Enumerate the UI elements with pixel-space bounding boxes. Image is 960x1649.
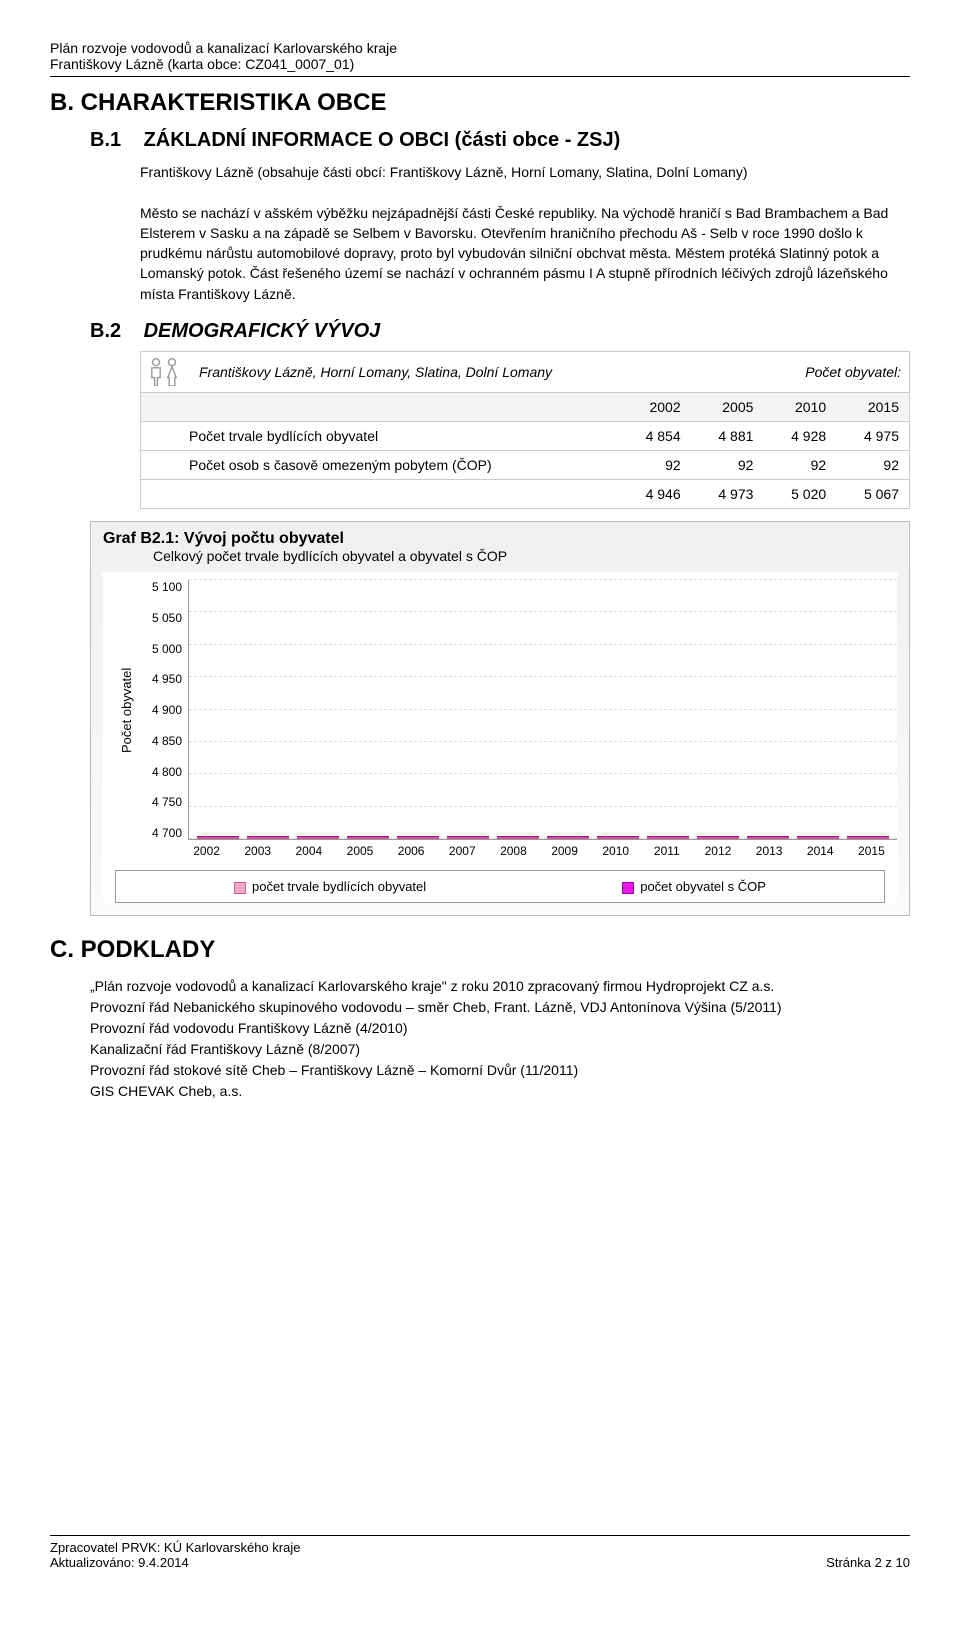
page-footer: Zpracovatel PRVK: KÚ Karlovarského kraje… bbox=[50, 1535, 910, 1570]
chart-title: Graf B2.1: Vývoj počtu obyvatel bbox=[103, 530, 897, 548]
b1-body-text: Františkovy Lázně (obsahuje části obcí: … bbox=[140, 162, 910, 304]
section-b2-heading: B.2 DEMOGRAFICKÝ VÝVOJ bbox=[90, 320, 910, 343]
chart-plot-area bbox=[188, 580, 897, 840]
section-c-title: C. PODKLADY bbox=[50, 936, 910, 964]
chart-legend: počet trvale bydlících obyvatel počet ob… bbox=[115, 870, 885, 903]
chart-y-label: Počet obyvatel bbox=[115, 580, 138, 840]
chart-bar bbox=[397, 836, 439, 839]
chart-bar bbox=[347, 836, 389, 839]
chart-bar bbox=[647, 836, 689, 839]
chart-container: Graf B2.1: Vývoj počtu obyvatel Celkový … bbox=[90, 521, 910, 916]
chart-subtitle: Celkový počet trvale bydlících obyvatel … bbox=[153, 548, 897, 564]
b1-number: B.1 bbox=[90, 129, 138, 152]
b2-number: B.2 bbox=[90, 320, 138, 343]
legend-swatch-1 bbox=[234, 882, 246, 894]
chart-bar bbox=[497, 836, 539, 839]
demographic-table-block: Františkovy Lázně, Horní Lomany, Slatina… bbox=[140, 351, 910, 509]
header-line2: Františkovy Lázně (karta obce: CZ041_000… bbox=[50, 56, 910, 72]
chart-bar bbox=[247, 836, 289, 839]
chart-bar bbox=[797, 836, 839, 839]
chart-bar bbox=[597, 836, 639, 839]
chart-bar bbox=[747, 836, 789, 839]
section-b1-heading: B.1 ZÁKLADNÍ INFORMACE O OBCI (části obc… bbox=[90, 129, 910, 152]
chart-y-axis: 5 1005 0505 0004 9504 9004 8504 8004 750… bbox=[138, 580, 188, 840]
footer-zpracovatel: Zpracovatel PRVK: KÚ Karlovarského kraje bbox=[50, 1540, 300, 1555]
legend-swatch-2 bbox=[622, 882, 634, 894]
footer-page-number: Stránka 2 z 10 bbox=[826, 1555, 910, 1570]
demo-subtitle: Františkovy Lázně, Horní Lomany, Slatina… bbox=[199, 364, 701, 380]
page-header: Plán rozvoje vodovodů a kanalizací Karlo… bbox=[50, 40, 910, 77]
table-row: Počet osob s časově omezeným pobytem (ČO… bbox=[141, 451, 909, 480]
section-b-title: B. CHARAKTERISTIKA OBCE bbox=[50, 89, 910, 117]
legend-item-2: počet obyvatel s ČOP bbox=[622, 879, 766, 894]
chart-bar bbox=[297, 836, 339, 839]
header-line1: Plán rozvoje vodovodů a kanalizací Karlo… bbox=[50, 40, 910, 56]
chart-bar bbox=[447, 836, 489, 839]
table-total-row: 4 9464 9735 0205 067 bbox=[141, 480, 909, 509]
chart-bar bbox=[547, 836, 589, 839]
footer-left: Zpracovatel PRVK: KÚ Karlovarského kraje… bbox=[50, 1540, 300, 1570]
chart-bar bbox=[847, 836, 889, 839]
b1-title: ZÁKLADNÍ INFORMACE O OBCI (části obce - … bbox=[144, 129, 621, 151]
demo-count-label: Počet obyvatel: bbox=[701, 364, 901, 380]
legend-item-1: počet trvale bydlících obyvatel bbox=[234, 879, 426, 894]
chart-bar bbox=[697, 836, 739, 839]
table-row: Počet trvale bydlících obyvatel4 8544 88… bbox=[141, 422, 909, 451]
demographic-table: 2002200520102015 Počet trvale bydlících … bbox=[141, 392, 909, 508]
section-c-text: „Plán rozvoje vodovodů a kanalizací Karl… bbox=[90, 976, 910, 1102]
footer-date: Aktualizováno: 9.4.2014 bbox=[50, 1555, 300, 1570]
chart-x-axis: 2002200320042005200620072008200920102011… bbox=[181, 840, 897, 858]
people-icon bbox=[149, 358, 179, 386]
b2-title: DEMOGRAFICKÝ VÝVOJ bbox=[144, 320, 381, 342]
chart-bar bbox=[197, 836, 239, 839]
